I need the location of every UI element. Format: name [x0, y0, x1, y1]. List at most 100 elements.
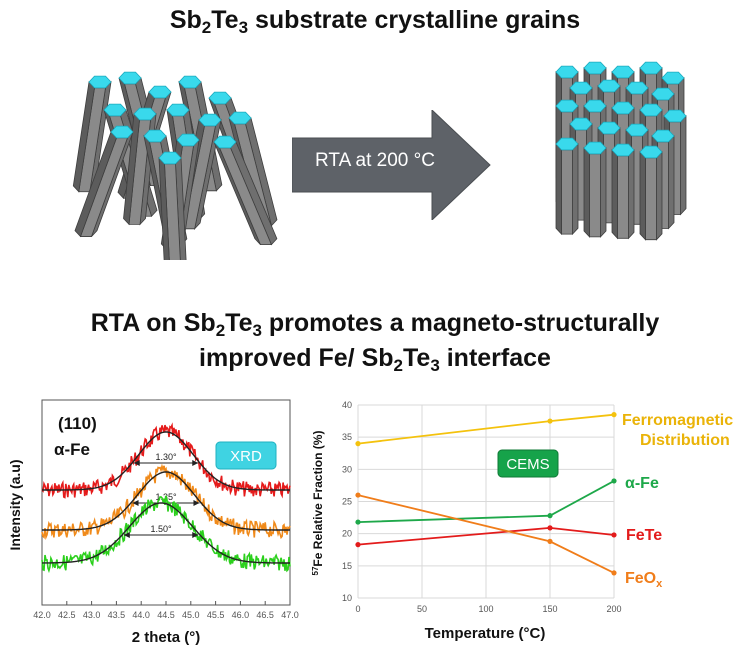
alpha-fe-label: α-Fe	[625, 475, 659, 492]
grain-column	[213, 135, 278, 246]
bottom-title: RTA on Sb2Te3 promotes a magneto-structu…	[0, 306, 750, 376]
cems-x-tick-label: 200	[606, 604, 621, 614]
cems-data-point	[547, 538, 553, 544]
cems-data-point	[547, 525, 553, 531]
rta-arrow	[292, 110, 491, 220]
bottom-title-line1: RTA on Sb2Te3 promotes a magneto-structu…	[0, 306, 750, 341]
top-title-part: Sb	[169, 6, 202, 34]
cems-y-tick-label: 10	[342, 593, 352, 603]
fwhm-arrowhead	[133, 460, 140, 466]
title-sub: 3	[252, 320, 262, 340]
grain-column	[74, 125, 134, 238]
title-part: promotes a magneto-structurally	[261, 309, 660, 337]
cems-y-tick-label: 25	[342, 497, 352, 507]
xrd-tick-label: 44.0	[132, 610, 150, 620]
xrd-noisy-curve	[41, 463, 291, 541]
xrd-tick-label: 44.5	[157, 610, 175, 620]
cems-y-tick-label: 40	[342, 400, 352, 410]
xrd-tick-label: 43.0	[83, 610, 101, 620]
cems-x-tick-label: 100	[478, 604, 493, 614]
top-title-part: Te	[211, 6, 239, 34]
xrd-tick-label: 46.5	[256, 610, 274, 620]
xrd-tick-label: 45.5	[207, 610, 225, 620]
fwhm-arrowhead	[192, 460, 199, 466]
xrd-tick-label: 42.0	[33, 610, 51, 620]
bottom-title-line2: improved Fe/ Sb2Te3 interface	[0, 341, 750, 376]
cems-x-axis-label: Temperature (°C)	[425, 625, 546, 642]
grain-column	[555, 137, 579, 236]
cems-data-point	[547, 513, 553, 519]
cems-data-point	[611, 478, 617, 484]
xrd-y-axis-label: Intensity (a.u)	[7, 459, 23, 550]
xrd-fit-curve	[42, 431, 290, 491]
title-sub: 2	[215, 320, 226, 340]
grain-column	[158, 151, 187, 260]
grain-column	[583, 141, 607, 238]
xrd-x-axis-label: 2 theta (°)	[132, 629, 201, 646]
fwhm-arrowhead	[192, 532, 199, 538]
fwhm-arrowhead	[193, 500, 200, 506]
cems-data-point	[611, 532, 617, 538]
xrd-phase-label: α-Fe	[54, 440, 90, 459]
cems-y-tick-label: 35	[342, 432, 352, 442]
fwhm-label: 1.50°	[150, 524, 172, 534]
xrd-tick-label: 42.5	[58, 610, 76, 620]
cems-y-tick-label: 30	[342, 464, 352, 474]
cems-data-point	[611, 412, 617, 418]
cems-data-point	[355, 542, 361, 548]
title-sub: 2	[393, 355, 403, 375]
cems-data-point	[611, 570, 617, 576]
feox-label: FeOx	[625, 570, 663, 590]
top-title-sub: 2	[201, 17, 212, 37]
xrd-badge	[215, 441, 277, 470]
cems-badge-label: CEMS	[506, 456, 549, 473]
top-title-sub: 3	[238, 17, 249, 37]
fwhm-label: 1.30°	[155, 452, 177, 462]
xrd-badge-label: XRD	[230, 448, 262, 465]
cems-chart: 10 15 20 25 30 35 40 0 50 100 150 200 CEMS Temperat…	[311, 400, 733, 642]
aligned-grains-illustration	[555, 61, 687, 241]
title-part: improved Fe/ Sb	[199, 344, 394, 372]
xrd-tick-label: 43.5	[108, 610, 126, 620]
fwhm-arrowhead	[123, 532, 130, 538]
arrow-label: RTA at 200 °C	[315, 150, 435, 171]
cems-grid: 10 15 20 25 30 35 40 0 50 100 150 200	[342, 400, 622, 614]
arrow-shape	[292, 110, 491, 220]
xrd-tick-label: 47.0	[281, 610, 299, 620]
title-part: RTA on Sb	[90, 309, 216, 337]
xrd-chart: 1.30°1.35°1.50° 42.0 42.5 43.0 43.5 44.0 44.5…	[7, 399, 299, 646]
fwhm-arrowhead	[132, 500, 139, 506]
xrd-fit-curve	[41, 502, 290, 564]
xrd-fit-curve	[42, 471, 290, 531]
cems-data-point	[355, 492, 361, 498]
grain-column	[611, 143, 635, 240]
cems-data-point	[355, 519, 361, 525]
cems-data-point	[355, 441, 361, 447]
ferromagnetic-label-line1: Ferromagnetic	[622, 412, 733, 429]
cems-x-tick-label: 50	[417, 604, 427, 614]
fete-label: FeTe	[626, 527, 662, 544]
cems-series	[355, 412, 617, 576]
cems-y-tick-label: 15	[342, 561, 352, 571]
xrd-noisy-curve	[41, 422, 291, 499]
top-title: Sb2Te3 substrate crystalline grains	[0, 6, 750, 37]
xrd-noisy-curve	[41, 495, 291, 574]
grain-column	[639, 145, 663, 241]
xrd-peak-label: (110)	[58, 414, 97, 433]
title-sub: 3	[430, 355, 440, 375]
cems-y-tick-label: 20	[342, 529, 352, 539]
xrd-x-ticks: 42.0 42.5 43.0 43.5 44.0 44.5 45.0 45.5 46.0 46.5…	[33, 601, 299, 620]
title-part: interface	[439, 344, 551, 372]
cems-x-tick-label: 150	[542, 604, 557, 614]
xrd-curves: 1.30°1.35°1.50°	[41, 422, 291, 574]
disordered-grains-illustration	[72, 71, 278, 260]
title-part: Te	[402, 344, 431, 372]
cems-badge	[497, 449, 559, 478]
ferromagnetic-label-line2: Distribution	[640, 432, 730, 449]
xrd-tick-label: 45.0	[182, 610, 200, 620]
xrd-tick-label: 46.0	[232, 610, 250, 620]
cems-y-axis-label: 57Fe Relative Fraction (%)	[311, 431, 325, 576]
cems-data-point	[547, 418, 553, 424]
top-title-part: substrate crystalline grains	[248, 6, 581, 34]
cems-x-tick-label: 0	[355, 604, 360, 614]
